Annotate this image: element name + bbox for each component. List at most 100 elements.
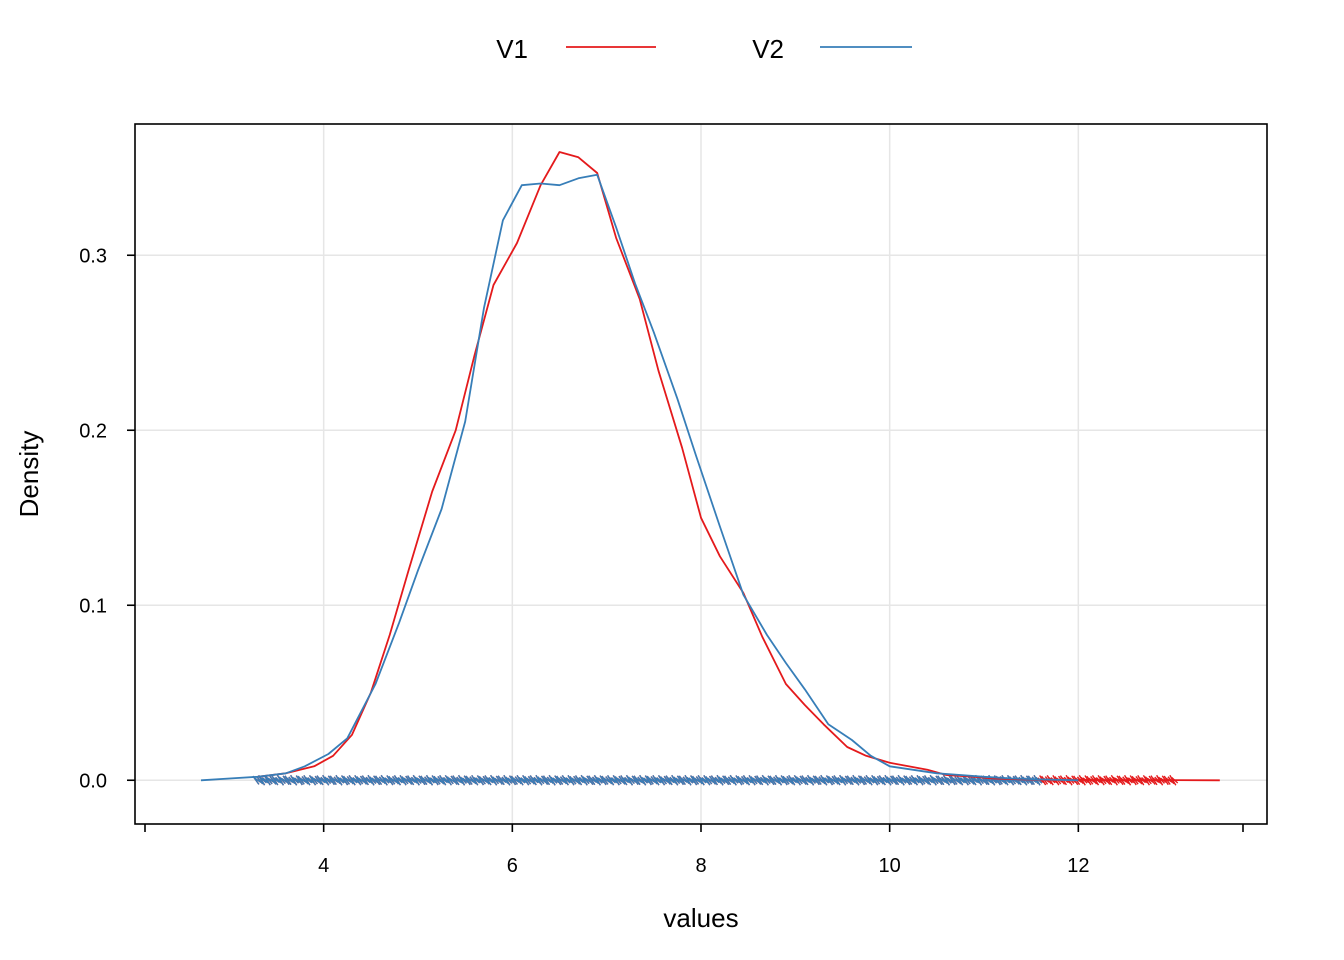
rug-tick	[835, 777, 843, 784]
rug-tick	[854, 776, 862, 784]
rug-tick	[733, 777, 741, 784]
y-tick-label-0.2: 0.2	[79, 420, 107, 442]
rug-tick	[378, 776, 386, 785]
rug-tick	[484, 775, 492, 786]
rug-tick	[958, 777, 965, 784]
rug-tick	[399, 774, 407, 786]
rug-tick	[295, 775, 303, 786]
rug-tick	[437, 775, 445, 785]
rug-tick	[574, 775, 583, 786]
rug-tick	[267, 777, 275, 783]
rug-tick	[720, 777, 728, 783]
rug-tick	[333, 776, 341, 785]
rug-tick	[505, 776, 513, 784]
rug-tick	[605, 776, 613, 785]
rug-tick	[822, 776, 830, 784]
rug-tick	[744, 777, 752, 784]
rug-tick	[578, 776, 586, 784]
rug-tick	[735, 775, 743, 786]
rug-tick	[669, 776, 677, 784]
rug-tick	[812, 775, 820, 786]
rug-tick	[497, 775, 505, 786]
rug-tick	[563, 777, 571, 784]
rug-tick	[754, 775, 762, 785]
rug-tick	[923, 775, 932, 786]
rug-tick	[427, 776, 435, 784]
rug-tick	[769, 775, 777, 785]
legend-label-v2: V2	[752, 34, 784, 64]
rug-tick	[390, 777, 398, 783]
rug-tick	[548, 774, 556, 786]
rug-tick	[699, 777, 707, 784]
rug-tick	[269, 775, 277, 785]
rug-tick	[542, 775, 551, 786]
rug-tick	[559, 776, 567, 785]
rug-tick	[510, 775, 518, 785]
rug-tick	[590, 777, 598, 783]
rug-tick	[714, 776, 722, 784]
rug-tick	[305, 777, 313, 784]
rug-tick	[758, 777, 765, 784]
rug-tick	[865, 774, 873, 786]
rug-tick	[705, 776, 713, 785]
rug-tick	[650, 776, 658, 785]
rug-tick	[859, 775, 867, 785]
rug-tick	[841, 776, 849, 785]
rug-tick	[288, 776, 296, 785]
rug-tick	[580, 774, 588, 786]
rug-tick	[278, 776, 286, 785]
rug-tick	[856, 777, 864, 784]
rug-tick	[788, 775, 796, 786]
rug-tick	[412, 774, 420, 786]
rug-tick	[861, 777, 869, 783]
rug-tick	[784, 777, 792, 783]
rug-tick	[880, 777, 888, 784]
rug-tick	[637, 776, 645, 785]
rug-tick	[286, 777, 294, 783]
rug-tick	[956, 774, 964, 786]
rug-tick	[554, 775, 562, 786]
rug-tick	[890, 775, 898, 785]
rug-tick	[688, 777, 696, 784]
rug-tick	[903, 775, 911, 786]
rug-tick	[729, 774, 737, 786]
rug-tick	[308, 774, 317, 786]
rug-tick	[665, 775, 673, 786]
rug-tick	[984, 777, 992, 783]
y-tick-label-0.3: 0.3	[79, 245, 107, 267]
rug-tick	[691, 775, 700, 785]
rug-tick	[507, 777, 515, 784]
rug-tick	[710, 775, 718, 786]
rug-tick	[467, 777, 475, 783]
rug-tick	[963, 776, 971, 785]
rug-tick	[544, 777, 552, 783]
rug-tick	[1006, 774, 1015, 786]
rug-tick	[377, 777, 384, 783]
rug-tick	[793, 774, 801, 786]
rug-tick	[886, 776, 894, 785]
rug-tick	[526, 777, 533, 783]
rug-tick	[756, 775, 764, 786]
rug-tick	[643, 777, 650, 784]
series-line-v1	[257, 151, 1220, 782]
rug-tick	[541, 775, 549, 785]
rug-tick	[573, 775, 581, 785]
rug-tick	[776, 776, 784, 784]
rug-tick	[401, 776, 409, 785]
rug-tick	[263, 775, 271, 786]
rug-tick	[322, 774, 330, 786]
rug-tick	[303, 775, 311, 786]
rug-tick	[939, 777, 947, 783]
rug-tick	[618, 775, 626, 785]
rug-tick	[703, 774, 711, 786]
rug-tick	[916, 775, 924, 786]
rug-tick	[420, 775, 428, 785]
rug-tick	[726, 777, 733, 783]
rug-tick	[275, 776, 283, 784]
rug-tick	[320, 776, 328, 784]
rug-tick	[478, 775, 486, 785]
rug-tick	[967, 775, 975, 785]
y-axis-title: Density	[14, 431, 44, 518]
rug-tick	[312, 777, 320, 783]
